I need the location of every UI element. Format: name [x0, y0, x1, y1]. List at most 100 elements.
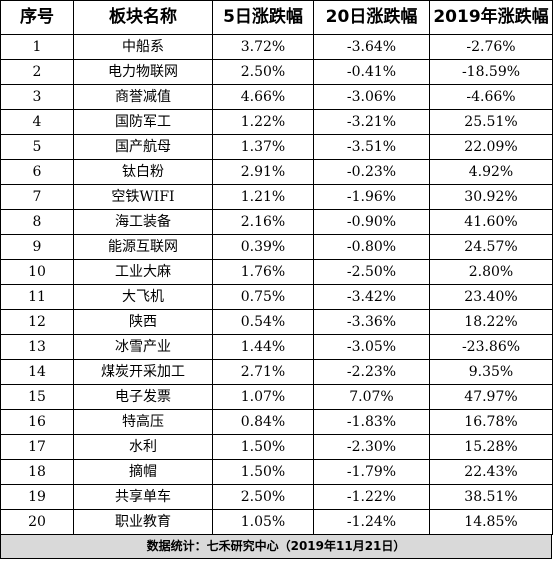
sector-name: 商誉减值 [73, 84, 213, 110]
header-2019-change: 2019年涨跌幅 [429, 0, 553, 35]
change-5day: 0.54% [212, 309, 314, 335]
change-20day: -1.24% [313, 509, 430, 535]
change-5day: 0.84% [212, 409, 314, 435]
change-20day: 7.07% [313, 384, 430, 410]
change-20day: -2.23% [313, 359, 430, 385]
change-5day: 2.91% [212, 159, 314, 185]
change-20day: -0.90% [313, 209, 430, 235]
sector-name: 陕西 [73, 309, 213, 335]
sector-name: 国防军工 [73, 109, 213, 135]
table-row: 16 特高压 0.84% -1.83% 16.78% [0, 409, 553, 435]
row-index: 1 [0, 34, 74, 60]
change-5day: 1.37% [212, 134, 314, 160]
sector-name: 共享单车 [73, 484, 213, 510]
change-5day: 0.39% [212, 234, 314, 260]
change-2019: 22.09% [429, 134, 553, 160]
change-2019: -23.86% [429, 334, 553, 360]
table-row: 8 海工装备 2.16% -0.90% 41.60% [0, 209, 553, 235]
header-row: 序号 板块名称 5日涨跌幅 20日涨跌幅 2019年涨跌幅 [0, 0, 553, 35]
header-5day-change: 5日涨跌幅 [212, 0, 314, 35]
change-20day: -3.64% [313, 34, 430, 60]
change-5day: 1.44% [212, 334, 314, 360]
change-2019: 30.92% [429, 184, 553, 210]
sector-name: 国产航母 [73, 134, 213, 160]
change-5day: 1.07% [212, 384, 314, 410]
row-index: 6 [0, 159, 74, 185]
table-row: 10 工业大麻 1.76% -2.50% 2.80% [0, 259, 553, 285]
change-5day: 1.50% [212, 434, 314, 460]
change-20day: -2.50% [313, 259, 430, 285]
change-2019: 14.85% [429, 509, 553, 535]
row-index: 7 [0, 184, 74, 210]
row-index: 19 [0, 484, 74, 510]
change-2019: 41.60% [429, 209, 553, 235]
row-index: 14 [0, 359, 74, 385]
row-index: 2 [0, 59, 74, 85]
sector-name: 钛白粉 [73, 159, 213, 185]
change-2019: 15.28% [429, 434, 553, 460]
change-20day: -1.96% [313, 184, 430, 210]
change-2019: 22.43% [429, 459, 553, 485]
data-source-footer: 数据统计：七禾研究中心（2019年11月21日） [0, 535, 552, 559]
sector-name: 特高压 [73, 409, 213, 435]
header-20day-change: 20日涨跌幅 [313, 0, 430, 35]
change-2019: 2.80% [429, 259, 553, 285]
table-row: 7 空铁WIFI 1.21% -1.96% 30.92% [0, 184, 553, 210]
row-index: 5 [0, 134, 74, 160]
change-2019: 18.22% [429, 309, 553, 335]
change-2019: 25.51% [429, 109, 553, 135]
change-2019: -18.59% [429, 59, 553, 85]
header-index: 序号 [0, 0, 74, 35]
sector-name: 冰雪产业 [73, 334, 213, 360]
sector-name: 空铁WIFI [73, 184, 213, 210]
table-row: 9 能源互联网 0.39% -0.80% 24.57% [0, 234, 553, 260]
table-row: 2 电力物联网 2.50% -0.41% -18.59% [0, 59, 553, 85]
row-index: 13 [0, 334, 74, 360]
sector-performance-table: 序号 板块名称 5日涨跌幅 20日涨跌幅 2019年涨跌幅 1 中船系 3.72% -… [0, 0, 553, 535]
sector-name: 中船系 [73, 34, 213, 60]
table-row: 3 商誉减值 4.66% -3.06% -4.66% [0, 84, 553, 110]
change-2019: 4.92% [429, 159, 553, 185]
row-index: 8 [0, 209, 74, 235]
row-index: 10 [0, 259, 74, 285]
change-5day: 4.66% [212, 84, 314, 110]
change-20day: -2.30% [313, 434, 430, 460]
table-row: 6 钛白粉 2.91% -0.23% 4.92% [0, 159, 553, 185]
header-sector-name: 板块名称 [73, 0, 213, 35]
table-row: 4 国防军工 1.22% -3.21% 25.51% [0, 109, 553, 135]
change-5day: 0.75% [212, 284, 314, 310]
sector-name: 职业教育 [73, 509, 213, 535]
row-index: 3 [0, 84, 74, 110]
change-5day: 2.50% [212, 59, 314, 85]
change-20day: -3.06% [313, 84, 430, 110]
change-2019: 47.97% [429, 384, 553, 410]
row-index: 16 [0, 409, 74, 435]
row-index: 17 [0, 434, 74, 460]
table-row: 19 共享单车 2.50% -1.22% 38.51% [0, 484, 553, 510]
change-2019: 38.51% [429, 484, 553, 510]
table-row: 5 国产航母 1.37% -3.51% 22.09% [0, 134, 553, 160]
table-row: 12 陕西 0.54% -3.36% 18.22% [0, 309, 553, 335]
change-2019: 24.57% [429, 234, 553, 260]
table-row: 14 煤炭开采加工 2.71% -2.23% 9.35% [0, 359, 553, 385]
change-20day: -3.05% [313, 334, 430, 360]
change-5day: 2.16% [212, 209, 314, 235]
sector-name: 水利 [73, 434, 213, 460]
sector-name: 电力物联网 [73, 59, 213, 85]
table-row: 18 摘帽 1.50% -1.79% 22.43% [0, 459, 553, 485]
sector-name: 能源互联网 [73, 234, 213, 260]
table-row: 17 水利 1.50% -2.30% 15.28% [0, 434, 553, 460]
change-20day: -1.83% [313, 409, 430, 435]
change-20day: -0.41% [313, 59, 430, 85]
change-2019: 23.40% [429, 284, 553, 310]
row-index: 12 [0, 309, 74, 335]
change-5day: 1.22% [212, 109, 314, 135]
sector-name: 海工装备 [73, 209, 213, 235]
sector-name: 工业大麻 [73, 259, 213, 285]
row-index: 9 [0, 234, 74, 260]
change-20day: -3.51% [313, 134, 430, 160]
table-body: 1 中船系 3.72% -3.64% -2.76% 2 电力物联网 2.50% -0.41% -1… [0, 34, 553, 535]
table-row: 11 大飞机 0.75% -3.42% 23.40% [0, 284, 553, 310]
row-index: 18 [0, 459, 74, 485]
